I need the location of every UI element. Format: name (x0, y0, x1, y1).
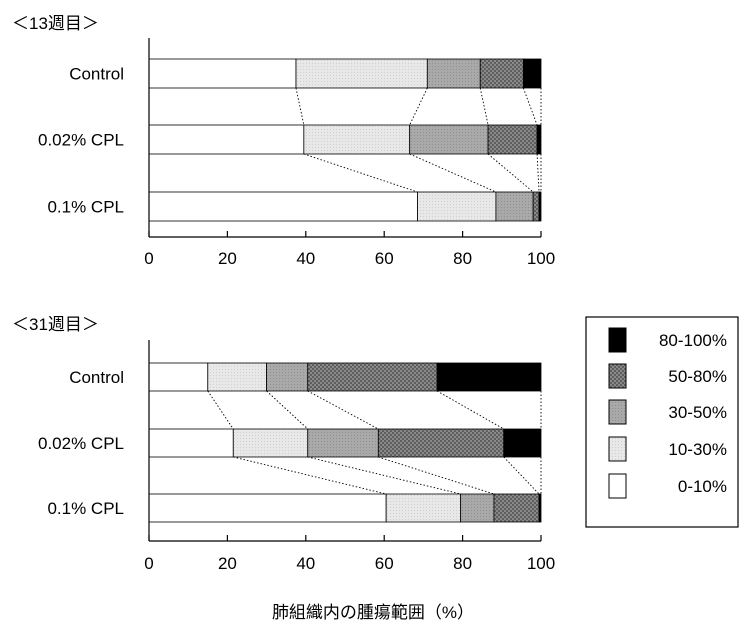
legend-swatch (608, 436, 627, 462)
x-tick-label: 80 (453, 554, 472, 573)
bar-segment (487, 124, 538, 155)
legend-swatch (608, 327, 627, 353)
connector-line (436, 390, 504, 430)
bar-segment (436, 362, 542, 392)
connector-line (409, 87, 428, 126)
connector-line (378, 456, 495, 495)
x-tick-label: 20 (218, 554, 237, 573)
panel-title: ＜13週目＞ (12, 14, 99, 33)
bar-segment (307, 428, 379, 458)
bar-segment (538, 493, 542, 523)
legend-label: 50-80% (668, 367, 727, 386)
legend-swatch (608, 399, 627, 425)
bar-segment (232, 428, 309, 458)
connector-line (479, 87, 489, 126)
panel-title: ＜31週目＞ (12, 315, 99, 334)
connector-line (522, 87, 538, 126)
x-tick-label: 0 (144, 249, 153, 268)
x-tick-label: 60 (375, 554, 394, 573)
bar-segment (148, 191, 418, 222)
x-tick-label: 0 (144, 554, 153, 573)
bar-segment (417, 191, 497, 222)
bar-segment (148, 58, 297, 89)
connector-line (409, 153, 497, 193)
x-tick-label: 20 (218, 249, 237, 268)
bar-segment (536, 124, 542, 155)
legend-label: 0-10% (678, 477, 727, 496)
chart-panel: ＜31週目＞ Control 0.02% CPL 0.1% CPL 0 20 40 60 80 1… (12, 315, 555, 573)
connector-line (307, 456, 461, 495)
legend-label: 30-50% (668, 403, 727, 422)
category-label: 0.02% CPL (38, 434, 124, 453)
bar-segment (522, 58, 542, 89)
connector-line (487, 153, 534, 193)
category-label: Control (69, 65, 124, 84)
x-axis-label: 肺組織内の腫瘍範囲（%） (272, 603, 474, 622)
connector-line (233, 456, 387, 495)
bar-segment (266, 362, 309, 392)
bar-segment (377, 428, 505, 458)
bar-segment (503, 428, 542, 458)
x-tick-label: 40 (296, 554, 315, 573)
bar-segment (207, 362, 268, 392)
bar-segment (303, 124, 411, 155)
category-label: Control (69, 368, 124, 387)
connector-line (307, 390, 379, 430)
x-tick-label: 80 (453, 249, 472, 268)
bar-segment (307, 362, 438, 392)
x-tick-label: 40 (296, 249, 315, 268)
bar-segment (148, 362, 209, 392)
x-tick-label: 100 (527, 554, 555, 573)
bar-segment (385, 493, 462, 523)
connector-line (266, 390, 309, 430)
connector-line (503, 456, 540, 495)
connector-line (295, 87, 305, 126)
x-tick-label: 60 (375, 249, 394, 268)
bar-segment (409, 124, 489, 155)
category-label: 0.02% CPL (38, 131, 124, 150)
x-tick-label: 100 (527, 249, 555, 268)
bar-segment (148, 124, 305, 155)
bar-segment (532, 191, 540, 222)
bar-segment (295, 58, 428, 89)
bar-segment (538, 191, 542, 222)
chart-panel: ＜13週目＞ Control 0.02% CPL 0.1% CPL 0 20 40 60 80 1… (12, 14, 555, 268)
bar-segment (460, 493, 495, 523)
bar-segment (493, 493, 540, 523)
category-label: 0.1% CPL (47, 499, 124, 518)
bar-segment (148, 493, 387, 523)
legend-label: 10-30% (668, 440, 727, 459)
legend-swatch (608, 363, 627, 389)
bar-segment (148, 428, 234, 458)
connector-line (303, 153, 418, 193)
legend-label: 80-100% (659, 331, 727, 350)
connector-line (207, 390, 234, 430)
bar-segment (426, 58, 481, 89)
legend-swatch (608, 473, 627, 499)
category-label: 0.1% CPL (47, 198, 124, 217)
legend: 80-100% 50-80% 30-50% 10-30% 0-10% (585, 316, 739, 528)
bar-segment (479, 58, 524, 89)
bar-segment (495, 191, 534, 222)
connector-line (536, 153, 540, 193)
